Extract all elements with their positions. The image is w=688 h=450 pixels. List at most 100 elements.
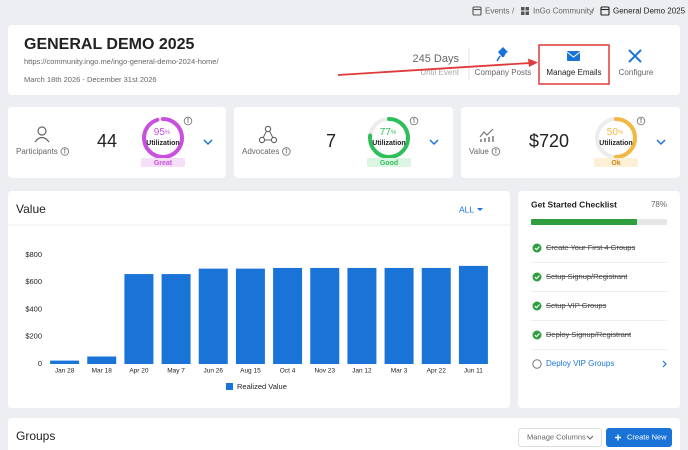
x-tick-label: Jan 12 xyxy=(352,368,372,375)
bar xyxy=(235,268,265,364)
gauge-label: Utilization xyxy=(146,140,179,147)
stat-value: $720 xyxy=(529,131,569,151)
x-tick-label: Jun 26 xyxy=(203,368,223,375)
pin-icon xyxy=(496,47,508,62)
percent-value: 50 xyxy=(607,127,619,138)
info-circle xyxy=(636,116,646,126)
gauge-label: Utilization xyxy=(372,140,405,147)
highlight-box xyxy=(538,44,610,85)
mail-icon xyxy=(566,51,581,61)
percent-value: 95 xyxy=(154,127,166,138)
bar xyxy=(124,274,154,364)
rating-label: Ok xyxy=(611,160,620,167)
expand-chevron[interactable] xyxy=(429,139,439,146)
manage-columns-button[interactable] xyxy=(518,428,602,447)
y-tick-label: $800 xyxy=(25,250,42,259)
expand-chevron[interactable] xyxy=(656,139,666,146)
info-icon xyxy=(636,116,646,126)
y-tick-label: 0 xyxy=(38,359,42,368)
percent-unit: % xyxy=(391,130,397,136)
bar xyxy=(87,356,117,364)
y-tick-label: $200 xyxy=(25,332,42,341)
stat-card xyxy=(234,107,453,178)
header-card xyxy=(8,25,680,95)
stat-label: Advocates xyxy=(242,147,279,156)
stat-card-content xyxy=(479,128,494,142)
node xyxy=(264,125,272,133)
x-tick-label: Apr 20 xyxy=(129,368,149,375)
mini-bar xyxy=(492,136,494,142)
x-tick-label: Mar 3 xyxy=(391,368,408,375)
bar xyxy=(198,268,228,364)
breadcrumb-link[interactable]: InGo Community xyxy=(533,7,593,16)
checklist-card xyxy=(518,191,680,408)
checklist-item: Create Your First 4 Groups xyxy=(546,243,635,252)
x-tick-label: May 7 xyxy=(167,368,185,375)
gauge-percent: 77% xyxy=(380,127,397,138)
info-circle xyxy=(282,147,291,156)
stat-label: Value xyxy=(469,147,489,156)
info-dot xyxy=(285,148,288,151)
bar xyxy=(458,265,488,364)
check-circle xyxy=(532,301,542,311)
action-label[interactable]: Company Posts xyxy=(475,68,531,77)
groups-title: Groups xyxy=(16,429,55,443)
todo-circle xyxy=(532,359,542,369)
action-label[interactable]: Configure xyxy=(619,68,654,77)
bar xyxy=(273,267,303,364)
stat-card-content xyxy=(34,126,50,143)
bar xyxy=(50,360,80,364)
x-tick-label: Jan 28 xyxy=(55,368,75,375)
stat-card xyxy=(461,107,680,178)
checklist-item: Setup VIP Groups xyxy=(546,301,607,310)
breadcrumb-link[interactable]: Events xyxy=(485,7,509,16)
rating-badge xyxy=(367,158,411,167)
filter-dropdown[interactable]: ALL xyxy=(459,204,474,214)
check-circle xyxy=(532,330,542,340)
countdown-value: 245 Days xyxy=(413,53,460,65)
stat-card-content xyxy=(258,125,278,144)
event-url[interactable]: https://community.ingo.me/ingo-general-d… xyxy=(24,57,219,66)
info-circle xyxy=(60,147,70,156)
bar xyxy=(384,267,414,364)
dropdown-caret xyxy=(477,208,483,211)
gauge-arc xyxy=(142,117,184,159)
event-title: GENERAL DEMO 2025 xyxy=(24,36,195,53)
check-circle xyxy=(532,243,542,253)
trend-line xyxy=(479,128,494,138)
checklist-percent: 78% xyxy=(651,200,667,209)
legend-swatch xyxy=(226,383,233,390)
annotation-arrow xyxy=(337,58,538,76)
legend-label: Realized Value xyxy=(237,382,287,391)
gauge-arc xyxy=(368,117,410,159)
info-dot xyxy=(187,118,189,120)
checklist-item: Deploy Signup/Registrant xyxy=(546,330,632,339)
breadcrumb-current: General Demo 2025 xyxy=(613,7,686,16)
gauge-percent: 50% xyxy=(607,127,624,138)
checklist-item[interactable]: Deploy VIP Groups xyxy=(546,359,614,368)
event-dates: March 18th 2026 - December 31st 2026 xyxy=(24,75,157,84)
expand-chevron[interactable] xyxy=(203,139,213,146)
gauge-arc xyxy=(595,117,637,159)
rating-badge xyxy=(594,158,638,167)
checklist-item: Setup Signup/Registrant xyxy=(546,272,628,281)
check-mark xyxy=(534,333,540,338)
action-label[interactable]: Manage Emails xyxy=(546,68,601,77)
checklist-title: Get Started Checklist xyxy=(531,199,617,209)
y-tick-label: $600 xyxy=(25,277,42,286)
bar xyxy=(310,267,340,364)
node xyxy=(258,136,266,144)
x-tick-label: Apr 22 xyxy=(427,368,447,375)
item-chevron[interactable] xyxy=(662,360,667,368)
checklist: Create Your First 4 Groups Setup Signup/R… xyxy=(531,219,667,369)
info-icon xyxy=(60,147,70,156)
info-dot xyxy=(63,148,66,151)
chevron-icon xyxy=(586,435,594,440)
y-tick-label: $400 xyxy=(25,304,42,313)
bar xyxy=(421,267,451,364)
button-label: Create New xyxy=(627,432,667,441)
groups-card xyxy=(8,418,680,450)
create-new-button[interactable] xyxy=(606,428,672,447)
